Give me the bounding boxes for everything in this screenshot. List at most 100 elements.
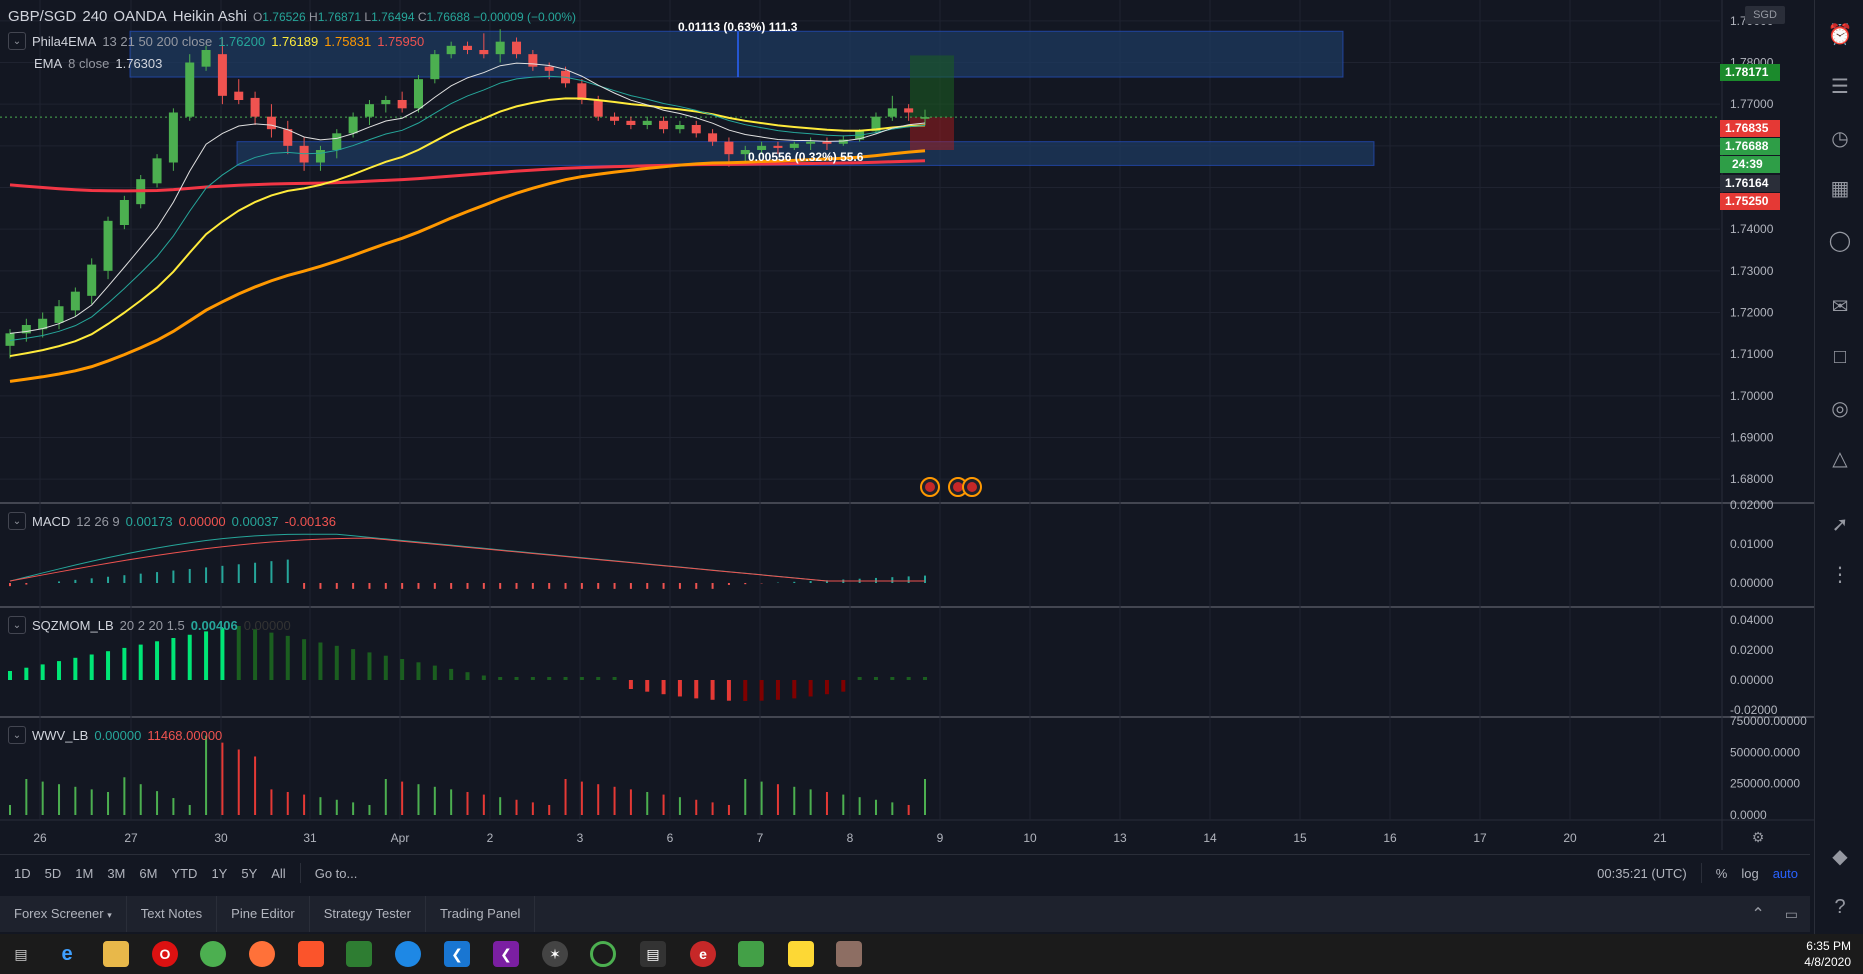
sqz-legend: ⌄ SQZMOM_LB 20 2 20 1.5 0.00406 0.00000 — [8, 616, 291, 634]
candle-body — [773, 145, 783, 148]
date-label: 15 — [1293, 831, 1307, 845]
tf-ytd[interactable]: YTD — [171, 865, 198, 881]
measure-label-top[interactable]: 0.01113 (0.63%) 111.3 — [678, 20, 798, 34]
alarm-clock-icon[interactable]: ⏰ — [1827, 24, 1853, 46]
chrome-icon[interactable] — [200, 941, 226, 967]
folder-icon[interactable] — [103, 941, 129, 967]
clock[interactable]: 00:35:21 (UTC) — [1597, 865, 1687, 881]
interval[interactable]: 240 — [82, 8, 108, 25]
log-scale-button[interactable]: log — [1741, 865, 1759, 881]
calendar-icon[interactable]: ▦ — [1830, 178, 1850, 200]
wwv-tick-label: 500000.0000 — [1730, 745, 1800, 759]
clock-icon[interactable]: ◷ — [1831, 128, 1849, 150]
tf-5d[interactable]: 5D — [44, 865, 62, 881]
lightbulb-icon[interactable]: ◯ — [1828, 230, 1852, 252]
ema-13-line — [9, 75, 926, 341]
timeframe-bar: 1D 5D 1M 3M 6M YTD 1Y 5Y All Go to... 00… — [0, 854, 1810, 891]
stop-loss-box — [910, 117, 954, 150]
ema-name[interactable]: EMA — [34, 56, 63, 71]
date-label: 6 — [667, 831, 674, 845]
sqz-name[interactable]: SQZMOM_LB — [32, 617, 114, 633]
vscode-icon[interactable]: ❮ — [444, 941, 470, 967]
chat-bubbles-icon[interactable]: □ — [1833, 346, 1847, 368]
candle-body — [724, 141, 734, 155]
date-label: 27 — [124, 831, 138, 845]
candle-body — [332, 133, 342, 150]
app-icon[interactable]: e — [690, 941, 716, 967]
tab-strategy-tester[interactable]: Strategy Tester — [310, 896, 426, 932]
maximize-icon[interactable]: ▭ — [1784, 905, 1798, 922]
broker: OANDA — [113, 8, 167, 25]
chevron-down-icon[interactable]: ⌄ — [8, 616, 26, 634]
candle-body — [463, 45, 472, 50]
low-value: 1.76494 — [371, 9, 415, 24]
candle-body — [626, 120, 636, 125]
watchlist-icon[interactable]: ☰ — [1831, 76, 1849, 98]
candle-body — [887, 108, 897, 117]
app-icon[interactable] — [836, 941, 862, 967]
wwv-name[interactable]: WWV_LB — [32, 727, 89, 743]
ohlc-values: O1.76526 H1.76871 L1.76494 C1.76688 −0.0… — [253, 10, 576, 24]
candle-body — [806, 141, 816, 144]
tf-1d[interactable]: 1D — [14, 865, 31, 881]
tab-trading-panel[interactable]: Trading Panel — [426, 896, 536, 932]
date-label: 16 — [1383, 831, 1397, 845]
auto-scale-button[interactable]: auto — [1772, 865, 1798, 881]
date-label: 14 — [1203, 831, 1217, 845]
app-icon[interactable] — [346, 941, 372, 967]
chart-style: Heikin Ashi — [172, 8, 247, 25]
shield-icon[interactable]: ◆ — [1832, 846, 1848, 868]
currency-badge[interactable]: SGD — [1745, 6, 1785, 24]
app-icon[interactable] — [590, 941, 616, 967]
goto-button[interactable]: Go to... — [314, 865, 358, 881]
macd-name[interactable]: MACD — [32, 513, 71, 529]
tab-text-notes[interactable]: Text Notes — [127, 896, 218, 932]
candle-body — [5, 333, 15, 346]
brave-icon[interactable] — [298, 941, 324, 967]
tab-pine-editor[interactable]: Pine Editor — [217, 896, 310, 932]
tf-1y[interactable]: 1Y — [211, 865, 228, 881]
terminal-icon[interactable]: ▤ — [640, 941, 666, 967]
close-value: 1.76688 — [426, 9, 470, 24]
broadcast-icon[interactable]: ◎ — [1831, 398, 1849, 420]
help-icon[interactable]: ? — [1834, 896, 1846, 918]
chevron-down-icon[interactable]: ⌄ — [8, 726, 26, 744]
percent-scale-button[interactable]: % — [1715, 865, 1728, 881]
tf-5y[interactable]: 5Y — [241, 865, 258, 881]
symbol-header: GBP/SGD 240 OANDA Heikin Ashi O1.76526 H… — [8, 8, 576, 25]
phila-v1: 1.76200 — [218, 33, 266, 49]
app-icon[interactable] — [395, 941, 421, 967]
candle-body — [70, 291, 80, 311]
sqz-params: 20 2 20 1.5 — [119, 617, 185, 633]
task-view-icon[interactable]: ▤ — [14, 946, 28, 962]
chevron-down-icon[interactable]: ⌄ — [8, 32, 26, 50]
tf-3m[interactable]: 3M — [107, 865, 126, 881]
trend-icon[interactable]: ➚ — [1831, 514, 1849, 536]
edge-icon[interactable]: e — [61, 943, 73, 965]
tf-all[interactable]: All — [271, 865, 286, 881]
chevron-down-icon[interactable]: ⌄ — [8, 512, 26, 530]
price-tick-label: 1.77000 — [1730, 97, 1774, 111]
measure-label-mid[interactable]: 0.00556 (0.32%) 55.6 — [748, 150, 864, 164]
spider-icon[interactable]: ✶ — [542, 941, 568, 967]
phila-name[interactable]: Phila4EMA — [32, 33, 97, 49]
tf-6m[interactable]: 6M — [139, 865, 158, 881]
sticky-notes-icon[interactable] — [788, 941, 814, 967]
opera-icon[interactable]: O — [152, 941, 178, 967]
visual-studio-icon[interactable]: ❮ — [493, 941, 519, 967]
collapse-icon[interactable]: ⌃ — [1751, 906, 1765, 923]
taskbar-clock[interactable]: 6:35 PM 4/8/2020 — [1804, 938, 1851, 970]
dom-icon[interactable]: ⋮ — [1830, 564, 1850, 586]
tab-forex-screener[interactable]: Forex Screener ▾ — [0, 896, 127, 932]
firefox-icon[interactable] — [249, 941, 275, 967]
date-label: 3 — [577, 831, 584, 845]
app-icon[interactable] — [738, 941, 764, 967]
bell-icon[interactable]: △ — [1832, 448, 1848, 470]
tf-1m[interactable]: 1M — [75, 865, 94, 881]
candle-body — [217, 54, 227, 96]
chat-icon[interactable]: ✉ — [1831, 296, 1849, 318]
candle-body — [577, 83, 587, 100]
date-label: 7 — [757, 831, 764, 845]
chart-canvas[interactable]: 1.790001.780001.770001.760001.750001.740… — [0, 0, 1814, 850]
symbol-name[interactable]: GBP/SGD — [8, 8, 77, 25]
